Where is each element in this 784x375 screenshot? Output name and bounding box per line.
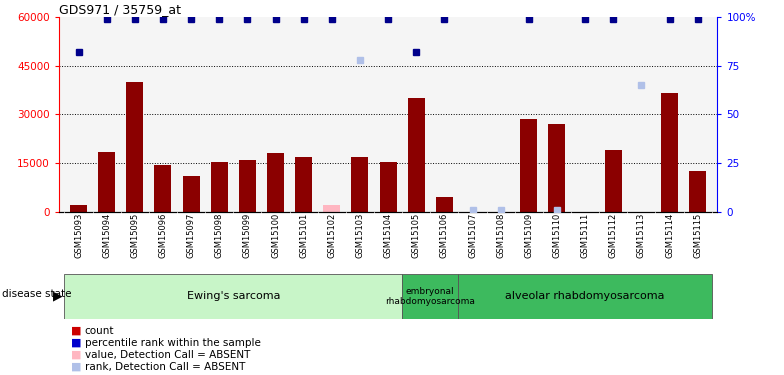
Text: count: count — [85, 326, 114, 336]
Bar — [604, 150, 622, 212]
Text: GSM15114: GSM15114 — [665, 213, 674, 258]
Bar — [70, 205, 87, 212]
Bar — [211, 162, 227, 212]
Text: GSM15098: GSM15098 — [215, 213, 223, 258]
Text: disease state: disease state — [2, 290, 71, 299]
Bar — [549, 124, 565, 212]
Text: alveolar rhabdomyosarcoma: alveolar rhabdomyosarcoma — [506, 291, 665, 301]
Text: ▶: ▶ — [53, 290, 63, 303]
Text: GDS971 / 35759_at: GDS971 / 35759_at — [59, 3, 181, 16]
Bar — [661, 93, 678, 212]
Bar — [98, 152, 115, 212]
Text: value, Detection Call = ABSENT: value, Detection Call = ABSENT — [85, 350, 250, 360]
Text: GSM15097: GSM15097 — [187, 213, 195, 258]
Bar — [296, 157, 312, 212]
Text: ■: ■ — [71, 350, 81, 360]
Text: ■: ■ — [71, 326, 81, 336]
Text: GSM15108: GSM15108 — [496, 213, 505, 258]
Bar — [239, 160, 256, 212]
Text: GSM15093: GSM15093 — [74, 213, 83, 258]
Bar — [267, 153, 284, 212]
Bar — [459, 274, 712, 319]
Bar — [323, 206, 340, 212]
Text: ■: ■ — [71, 338, 81, 348]
Text: GSM15109: GSM15109 — [524, 213, 533, 258]
Bar — [689, 171, 706, 212]
Text: percentile rank within the sample: percentile rank within the sample — [85, 338, 260, 348]
Text: GSM15106: GSM15106 — [440, 213, 449, 258]
Text: GSM15104: GSM15104 — [383, 213, 393, 258]
Bar — [408, 98, 425, 212]
Text: GSM15112: GSM15112 — [608, 213, 618, 258]
Text: GSM15099: GSM15099 — [243, 213, 252, 258]
Text: GSM15111: GSM15111 — [581, 213, 590, 258]
Bar — [436, 197, 453, 212]
Text: GSM15115: GSM15115 — [693, 213, 702, 258]
Text: ■: ■ — [71, 362, 81, 372]
Text: rank, Detection Call = ABSENT: rank, Detection Call = ABSENT — [85, 362, 245, 372]
Text: GSM15096: GSM15096 — [158, 213, 168, 258]
Text: Ewing's sarcoma: Ewing's sarcoma — [187, 291, 280, 301]
Bar — [126, 82, 143, 212]
Text: GSM15105: GSM15105 — [412, 213, 421, 258]
Text: GSM15100: GSM15100 — [271, 213, 280, 258]
Text: GSM15113: GSM15113 — [637, 213, 646, 258]
Text: GSM15103: GSM15103 — [355, 213, 365, 258]
Bar — [64, 274, 402, 319]
Bar — [521, 119, 537, 212]
Bar — [379, 162, 397, 212]
Text: GSM15110: GSM15110 — [553, 213, 561, 258]
Text: GSM15102: GSM15102 — [327, 213, 336, 258]
Text: GSM15095: GSM15095 — [130, 213, 140, 258]
Bar — [351, 157, 368, 212]
Bar — [183, 176, 199, 212]
Text: GSM15101: GSM15101 — [299, 213, 308, 258]
Bar — [402, 274, 459, 319]
Text: GSM15107: GSM15107 — [468, 213, 477, 258]
Text: GSM15094: GSM15094 — [102, 213, 111, 258]
Text: embryonal
rhabdomyosarcoma: embryonal rhabdomyosarcoma — [386, 286, 475, 306]
Bar — [154, 165, 172, 212]
